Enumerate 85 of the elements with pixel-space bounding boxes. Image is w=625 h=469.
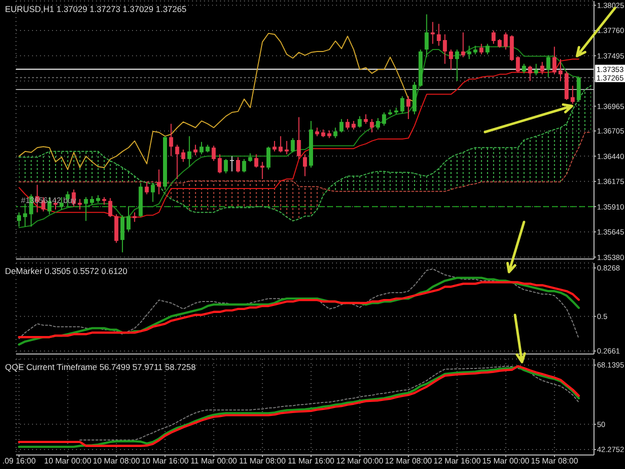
candlestick: [193, 144, 198, 156]
candlestick: [376, 118, 380, 130]
candlestick: [504, 32, 508, 50]
line-series: [18, 281, 580, 338]
candlestick: [552, 46, 556, 75]
candlestick: [302, 154, 307, 177]
candlestick: [296, 116, 301, 160]
candlestick: [169, 123, 174, 157]
candlestick: [200, 141, 204, 155]
candlestick: [400, 96, 404, 114]
x-tick-label: .09 16:00: [2, 456, 36, 466]
candlestick: [218, 154, 222, 174]
candlestick: [492, 30, 496, 44]
candlestick: [260, 161, 264, 180]
line-series: [18, 132, 592, 192]
candlestick: [479, 43, 484, 55]
candlestick: [364, 114, 368, 124]
candlestick: [430, 21, 435, 44]
line-series: [18, 276, 580, 346]
candlestick: [346, 118, 350, 130]
candlestick: [448, 49, 453, 70]
candlestick: [467, 45, 472, 60]
candlestick: [436, 23, 441, 46]
candlestick: [126, 206, 131, 232]
candlestick: [242, 158, 246, 173]
x-tick-label: 11 Mar 08:00: [239, 456, 286, 466]
candlestick: [236, 156, 240, 173]
candlestick: [534, 63, 538, 76]
candlestick: [570, 85, 575, 104]
candlestick: [212, 145, 216, 162]
candlestick: [175, 144, 180, 180]
candlestick: [442, 34, 447, 64]
candlestick: [290, 138, 295, 153]
x-tick-label: 11 Mar 00:00: [190, 456, 238, 466]
candlestick: [278, 136, 283, 153]
x-tick-label: 10 Mar 08:00: [92, 456, 141, 466]
candlestick: [510, 34, 514, 62]
x-tick-label: 12 Mar 16:00: [434, 456, 482, 466]
candlestick: [84, 196, 88, 222]
chart-title: QQE Current Timeframe 56.7499 57.9711 58.7258: [5, 362, 196, 372]
candlestick: [266, 146, 270, 170]
chart-title: DeMarker 0.3505 0.5572 0.6120: [5, 266, 128, 276]
candlestick: [382, 112, 386, 126]
candlestick: [339, 118, 344, 133]
x-tick-label: 10 Mar 00:00: [44, 456, 92, 466]
candlestick: [150, 182, 155, 202]
candlestick: [144, 181, 149, 195]
x-tick-label: 12 Mar 00:00: [336, 456, 384, 466]
candlestick: [461, 32, 466, 58]
candlestick: [333, 127, 338, 139]
x-tick-label: 11 Mar 16:00: [288, 456, 335, 466]
candlestick: [108, 198, 112, 218]
candlestick: [485, 43, 490, 55]
line-series: [18, 85, 592, 222]
x-tick-label: 15 Mar 00:00: [482, 456, 530, 466]
candlestick: [558, 58, 562, 82]
candlestick: [370, 118, 374, 133]
candlestick: [272, 140, 277, 152]
candlestick: [17, 212, 21, 228]
candlestick: [540, 61, 544, 75]
candlestick: [187, 136, 192, 168]
candlestick: [358, 116, 362, 128]
candlestick: [132, 212, 137, 222]
line-series: [18, 32, 416, 170]
chart-title: EURUSD,H1 1.37029 1.37273 1.37029 1.37265: [5, 4, 186, 14]
candlestick: [455, 49, 460, 82]
candlestick: [254, 154, 258, 168]
candlestick: [424, 14, 429, 58]
candlestick: [224, 158, 228, 174]
candlestick: [516, 56, 520, 73]
candlestick: [60, 196, 64, 210]
candlestick: [23, 203, 28, 228]
candlestick: [576, 76, 581, 101]
candlestick: [546, 54, 550, 78]
candlestick: [406, 96, 410, 120]
x-tick-label: 15 Mar 08:00: [530, 456, 579, 466]
candlestick: [120, 214, 124, 253]
x-tick-label: 10 Mar 16:00: [141, 456, 190, 466]
candlestick: [230, 156, 234, 172]
candlestick: [181, 149, 186, 162]
candlestick: [528, 65, 532, 82]
candlestick: [522, 63, 526, 74]
candlestick: [284, 140, 289, 155]
x-tick-label: 12 Mar 08:00: [384, 456, 433, 466]
candlestick: [156, 169, 161, 195]
